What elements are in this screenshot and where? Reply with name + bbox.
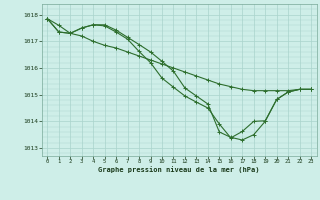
X-axis label: Graphe pression niveau de la mer (hPa): Graphe pression niveau de la mer (hPa) — [99, 167, 260, 173]
